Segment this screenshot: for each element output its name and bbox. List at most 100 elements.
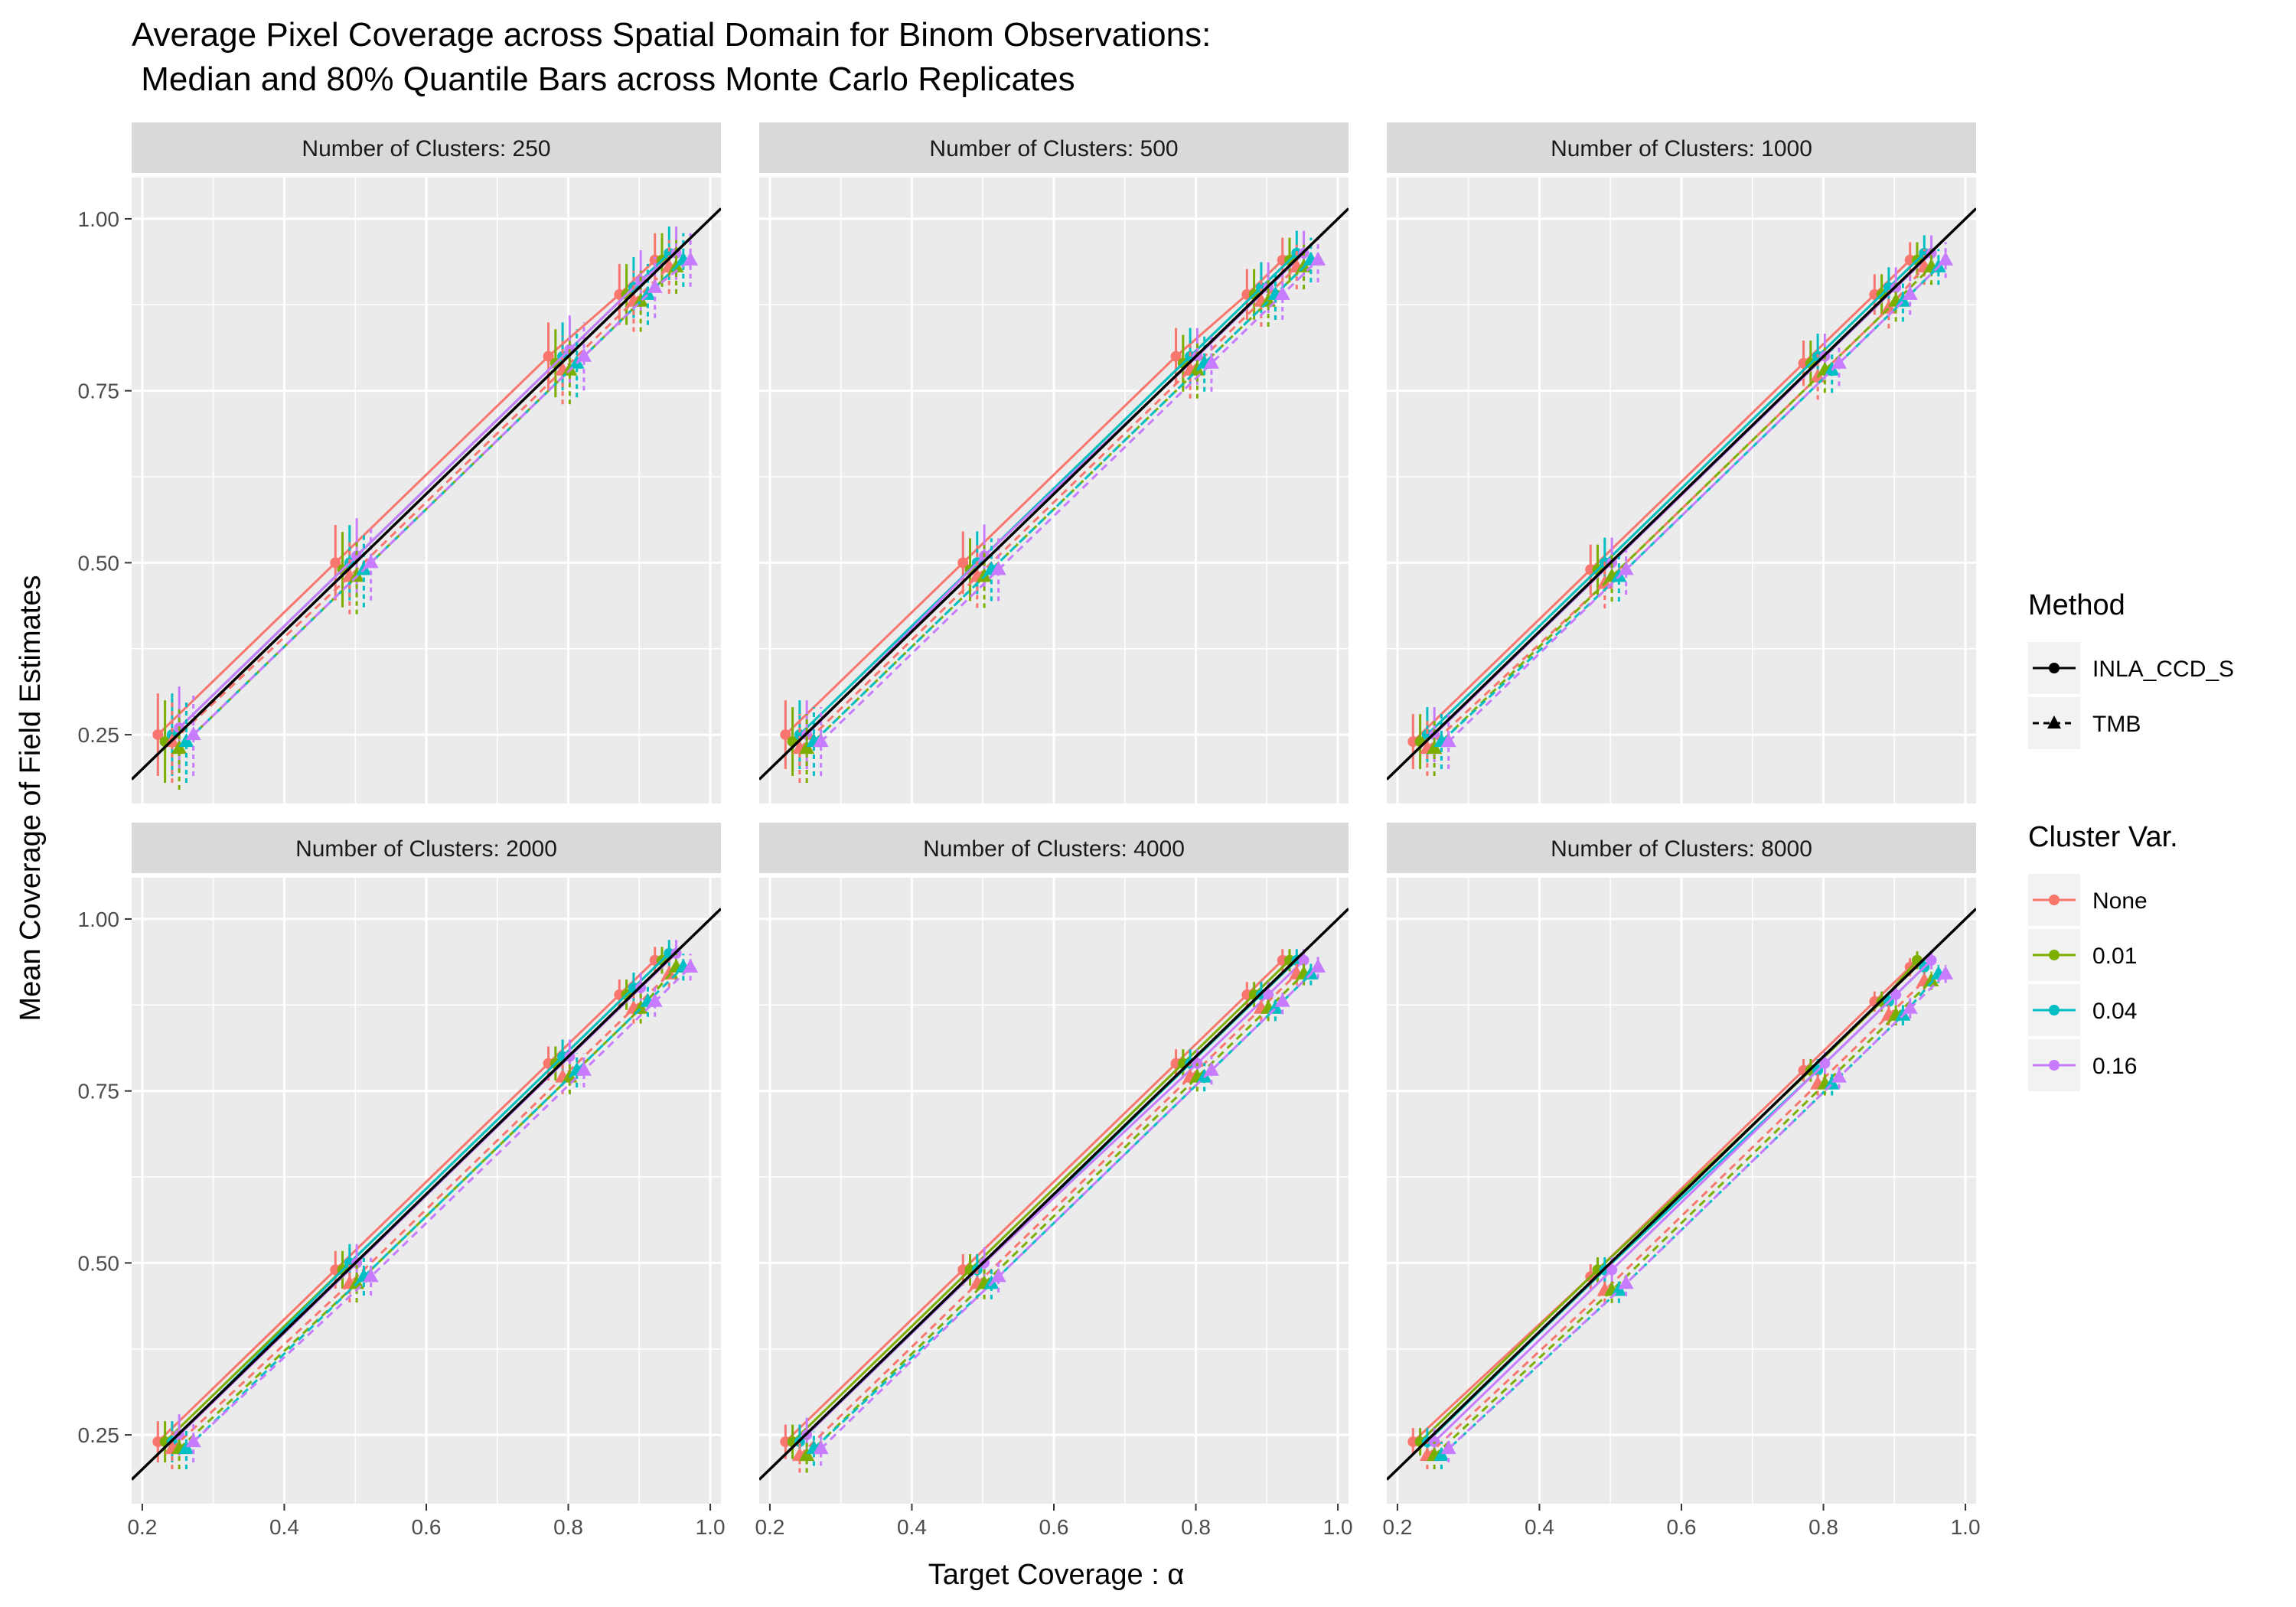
median-point bbox=[1170, 350, 1182, 362]
x-tick-label: 0.8 bbox=[553, 1515, 583, 1539]
x-tick-label: 0.4 bbox=[1525, 1515, 1554, 1539]
facet-strip-label: Number of Clusters: 500 bbox=[929, 136, 1178, 161]
chart-title-line-2: Median and 80% Quantile Bars across Mont… bbox=[132, 60, 1075, 98]
reference-line-identity bbox=[759, 908, 1349, 1481]
x-tick-label: 0.6 bbox=[412, 1515, 442, 1539]
y-tick-label: 1.00 bbox=[78, 207, 120, 231]
median-point bbox=[543, 350, 554, 362]
legend-label-cluster-var: None bbox=[2092, 888, 2148, 914]
facet-panel: Number of Clusters: 1000 bbox=[1387, 122, 1976, 804]
legend-label-method: TMB bbox=[2092, 712, 2141, 737]
x-tick-label: 0.2 bbox=[755, 1515, 784, 1539]
facet-strip bbox=[132, 122, 721, 173]
median-point bbox=[1831, 1068, 1847, 1083]
median-point bbox=[647, 279, 663, 293]
y-tick-label: 1.00 bbox=[78, 908, 120, 931]
facet-strip bbox=[132, 823, 721, 873]
median-point bbox=[1618, 561, 1634, 575]
median-point bbox=[683, 251, 699, 266]
median-point bbox=[1606, 1264, 1618, 1276]
median-point bbox=[1203, 1061, 1219, 1076]
median-point bbox=[330, 557, 341, 569]
x-tick-label: 0.4 bbox=[897, 1515, 927, 1539]
median-point bbox=[813, 733, 829, 748]
median-point bbox=[1310, 958, 1326, 973]
series-line-TMB-0.16 bbox=[192, 259, 692, 736]
facet-strip bbox=[1387, 122, 1976, 173]
median-point bbox=[1902, 999, 1918, 1014]
y-axis-title: Mean Coverage of Field Estimates bbox=[15, 575, 47, 1022]
median-point bbox=[647, 993, 663, 1007]
legend-label-cluster-var: 0.16 bbox=[2092, 1054, 2137, 1079]
median-point bbox=[1310, 251, 1326, 266]
x-tick-label: 0.2 bbox=[1382, 1515, 1412, 1539]
median-point bbox=[363, 554, 379, 569]
panel-data bbox=[132, 908, 721, 1481]
legend-key-circle-icon bbox=[2049, 1060, 2060, 1071]
reference-line-identity bbox=[1387, 908, 1976, 1481]
median-point bbox=[1902, 285, 1918, 300]
facet-strip-label: Number of Clusters: 1000 bbox=[1551, 136, 1812, 161]
median-point bbox=[1831, 354, 1847, 369]
median-point bbox=[1819, 1058, 1831, 1069]
x-tick-label: 0.2 bbox=[127, 1515, 157, 1539]
median-point bbox=[1298, 954, 1309, 966]
median-point bbox=[683, 958, 699, 973]
x-tick-label: 1.0 bbox=[1951, 1515, 1981, 1539]
facet-strip-label: Number of Clusters: 8000 bbox=[1551, 836, 1812, 862]
x-tick-label: 0.8 bbox=[1181, 1515, 1211, 1539]
legend-key-triangle-icon bbox=[2047, 715, 2061, 729]
legend-label-cluster-var: 0.04 bbox=[2092, 999, 2137, 1024]
reference-line-identity bbox=[132, 207, 721, 781]
y-tick-label: 0.75 bbox=[78, 380, 120, 403]
median-point bbox=[780, 729, 791, 741]
facet-strip bbox=[759, 122, 1349, 173]
y-tick-label: 0.75 bbox=[78, 1080, 120, 1103]
median-point bbox=[185, 726, 201, 741]
reference-line-identity bbox=[759, 207, 1349, 781]
x-tick-label: 1.0 bbox=[696, 1515, 726, 1539]
facet-strip-label: Number of Clusters: 4000 bbox=[923, 836, 1185, 862]
median-point bbox=[813, 1440, 829, 1455]
y-tick-label: 0.50 bbox=[78, 1251, 120, 1275]
median-point bbox=[1263, 989, 1274, 1000]
facet-strip bbox=[759, 823, 1349, 873]
legend-key-circle-icon bbox=[2049, 1005, 2060, 1015]
y-tick-label: 0.25 bbox=[78, 1423, 120, 1447]
y-tick-label: 0.50 bbox=[78, 551, 120, 575]
legend-title-method: Method bbox=[2028, 589, 2125, 621]
median-point bbox=[576, 347, 592, 362]
legend-label-cluster-var: 0.01 bbox=[2092, 944, 2137, 969]
median-point bbox=[1890, 989, 1902, 1000]
median-point bbox=[363, 1268, 379, 1283]
reference-line-identity bbox=[1387, 207, 1976, 781]
x-tick-label: 1.0 bbox=[1323, 1515, 1353, 1539]
facet-strip bbox=[1387, 823, 1976, 873]
median-point bbox=[990, 561, 1006, 575]
median-point bbox=[1926, 954, 1937, 966]
median-point bbox=[1274, 285, 1290, 300]
x-axis-title: Target Coverage : α bbox=[928, 1559, 1185, 1591]
y-tick-label: 0.25 bbox=[78, 723, 120, 747]
median-point bbox=[1618, 1275, 1634, 1289]
legend-title-cluster-var: Cluster Var. bbox=[2028, 821, 2178, 853]
panel-data bbox=[1387, 908, 1976, 1481]
median-point bbox=[957, 557, 969, 569]
facet-panel: Number of Clusters: 8000 0.2 0.4 0.6 0.8 1.0 bbox=[1382, 823, 1981, 1539]
facet-panel: Number of Clusters: 4000 0.2 0.4 0.6 0.8 1.0 bbox=[755, 823, 1353, 1539]
legend-label-method: INLA_CCD_S bbox=[2092, 657, 2234, 682]
median-point bbox=[1274, 993, 1290, 1007]
legend-key-circle-icon bbox=[2049, 663, 2060, 673]
panel-grid bbox=[132, 178, 721, 804]
panel-data bbox=[759, 207, 1349, 784]
facet-panel: Number of Clusters: 250 0.25 0.50 0.75 1.00 bbox=[78, 122, 721, 804]
panel-data bbox=[1387, 207, 1976, 781]
median-point bbox=[185, 1433, 201, 1448]
panel-data bbox=[759, 908, 1349, 1481]
median-point bbox=[1440, 1440, 1456, 1455]
x-tick-label: 0.6 bbox=[1039, 1515, 1069, 1539]
median-point bbox=[576, 1061, 592, 1076]
median-point bbox=[1938, 251, 1954, 266]
